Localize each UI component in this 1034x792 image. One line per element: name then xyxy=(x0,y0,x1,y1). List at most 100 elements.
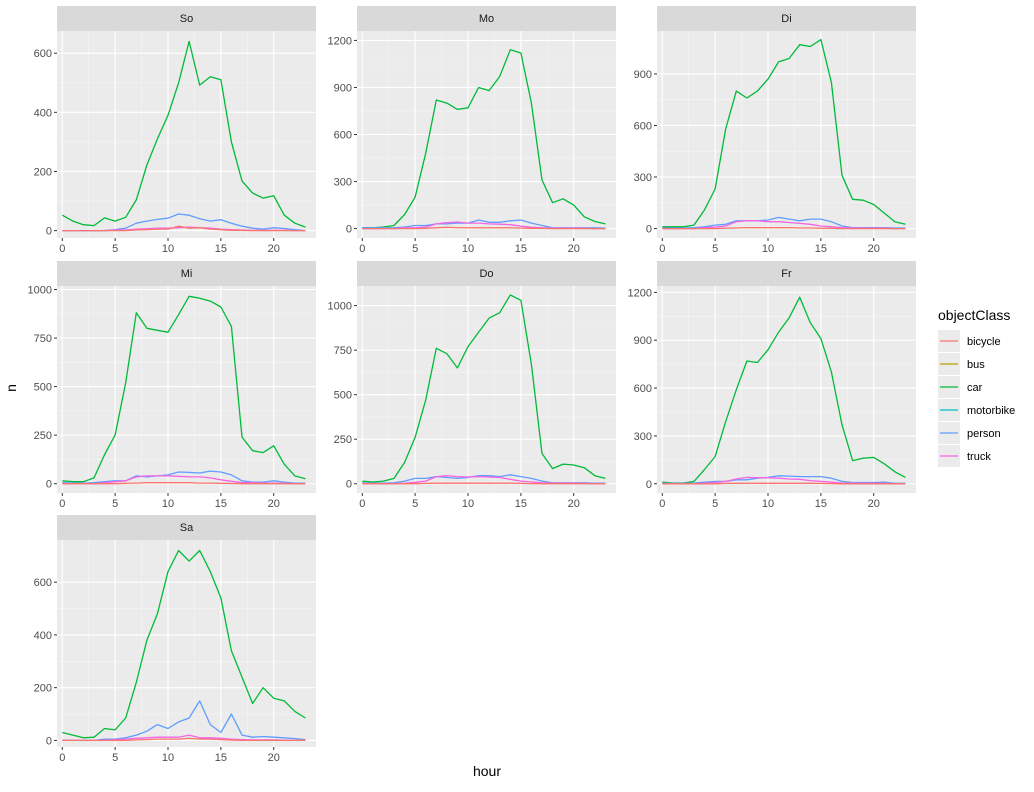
y-tick-label: 600 xyxy=(634,383,652,395)
series-line-bicycle-di xyxy=(662,227,906,230)
x-tick-label: 10 xyxy=(462,498,474,510)
x-tick-label: 5 xyxy=(112,752,118,764)
y-tick-label: 1200 xyxy=(628,287,652,299)
series-line-car-mi xyxy=(62,295,306,483)
panel-mo: Mo 0 5 10 15 20 0 300 600 900 1200 xyxy=(328,6,616,255)
series-line-car-fr xyxy=(662,296,906,484)
legend-label-motorbike: motorbike xyxy=(967,405,1015,417)
panel-background-sa xyxy=(57,540,316,747)
y-tick-label: 900 xyxy=(634,69,652,81)
panel-do: Do 0 5 10 15 20 0 250 500 750 1000 xyxy=(328,261,616,510)
strip-label-fr: Fr xyxy=(781,268,792,280)
x-tick-label: 5 xyxy=(112,498,118,510)
panel-background-do xyxy=(357,286,616,493)
x-tick-label: 15 xyxy=(515,498,527,510)
panel-background-so xyxy=(57,31,316,238)
x-tick-label: 0 xyxy=(359,498,365,510)
x-tick-label: 20 xyxy=(268,243,280,255)
y-tick-label: 900 xyxy=(634,335,652,347)
x-tick-label: 15 xyxy=(815,243,827,255)
y-tick-label: 300 xyxy=(634,431,652,443)
strip-label-so: So xyxy=(180,13,193,25)
x-tick-label: 0 xyxy=(59,752,65,764)
x-tick-label: 10 xyxy=(162,752,174,764)
y-tick-label: 750 xyxy=(334,345,352,357)
x-tick-label: 15 xyxy=(215,752,227,764)
x-tick-label: 15 xyxy=(215,498,227,510)
y-tick-label: 600 xyxy=(34,48,52,60)
x-tick-label: 15 xyxy=(815,498,827,510)
y-tick-label: 1000 xyxy=(28,284,52,296)
y-tick-label: 0 xyxy=(346,224,352,236)
strip-sa xyxy=(57,515,316,540)
y-tick-label: 0 xyxy=(46,735,52,747)
series-line-bicycle-mi xyxy=(62,482,306,485)
panel-background-fr xyxy=(657,286,916,493)
y-tick-label: 300 xyxy=(334,177,352,189)
x-tick-label: 5 xyxy=(112,243,118,255)
panel-fr: Fr 0 5 10 15 20 0 300 600 900 1200 xyxy=(628,261,916,510)
series-line-bicycle-mo xyxy=(362,226,606,230)
panel-background-mi xyxy=(57,286,316,493)
strip-di xyxy=(657,6,916,31)
series-line-person-sa xyxy=(62,700,306,742)
y-tick-label: 500 xyxy=(334,390,352,402)
y-tick-label: 400 xyxy=(34,630,52,642)
x-tick-label: 20 xyxy=(868,498,880,510)
y-tick-label: 200 xyxy=(34,683,52,695)
y-tick-label: 600 xyxy=(634,120,652,132)
strip-label-do: Do xyxy=(479,268,493,280)
series-line-car-sa xyxy=(62,549,306,739)
strip-label-mo: Mo xyxy=(479,13,494,25)
series-line-bicycle-sa xyxy=(62,737,306,742)
strip-label-mi: Mi xyxy=(181,268,193,280)
y-tick-label: 1000 xyxy=(328,301,352,313)
x-tick-label: 20 xyxy=(268,752,280,764)
legend-item-person: person xyxy=(938,422,1001,444)
series-line-bicycle-do xyxy=(362,482,606,485)
series-line-bicycle-so xyxy=(62,225,306,232)
legend-label-bus: bus xyxy=(967,359,985,371)
x-tick-label: 20 xyxy=(568,243,580,255)
y-tick-label: 0 xyxy=(46,226,52,238)
y-tick-label: 250 xyxy=(334,434,352,446)
x-tick-label: 5 xyxy=(712,498,718,510)
strip-fr xyxy=(657,261,916,286)
x-tick-label: 20 xyxy=(268,498,280,510)
panel-di: Di 0 5 10 15 20 0 300 600 900 xyxy=(634,6,916,255)
series-line-car-do xyxy=(362,294,606,483)
legend-item-motorbike: motorbike xyxy=(938,399,1015,421)
strip-label-di: Di xyxy=(781,13,791,25)
legend-label-person: person xyxy=(967,428,1001,440)
strip-mo xyxy=(357,6,616,31)
strip-so xyxy=(57,6,316,31)
y-tick-label: 0 xyxy=(46,479,52,491)
y-tick-label: 300 xyxy=(634,172,652,184)
x-tick-label: 10 xyxy=(162,498,174,510)
x-tick-label: 10 xyxy=(462,243,474,255)
y-axis-title: n xyxy=(3,384,19,392)
x-tick-label: 20 xyxy=(568,498,580,510)
x-tick-label: 0 xyxy=(659,498,665,510)
y-tick-label: 200 xyxy=(34,166,52,178)
y-tick-label: 600 xyxy=(34,577,52,589)
x-tick-label: 15 xyxy=(215,243,227,255)
legend: objectClass bicycle bus car motorbike person… xyxy=(936,300,1024,468)
y-tick-label: 0 xyxy=(646,479,652,491)
y-tick-label: 400 xyxy=(34,107,52,119)
x-tick-label: 10 xyxy=(762,498,774,510)
x-tick-label: 0 xyxy=(359,243,365,255)
y-tick-label: 750 xyxy=(34,333,52,345)
series-line-person-mi xyxy=(62,470,306,484)
legend-item-truck: truck xyxy=(938,445,991,467)
series-line-bicycle-fr xyxy=(662,482,906,485)
legend-label-car: car xyxy=(967,382,983,394)
strip-mi xyxy=(57,261,316,286)
x-tick-label: 5 xyxy=(412,498,418,510)
x-tick-label: 0 xyxy=(59,498,65,510)
legend-title: objectClass xyxy=(938,307,1010,323)
